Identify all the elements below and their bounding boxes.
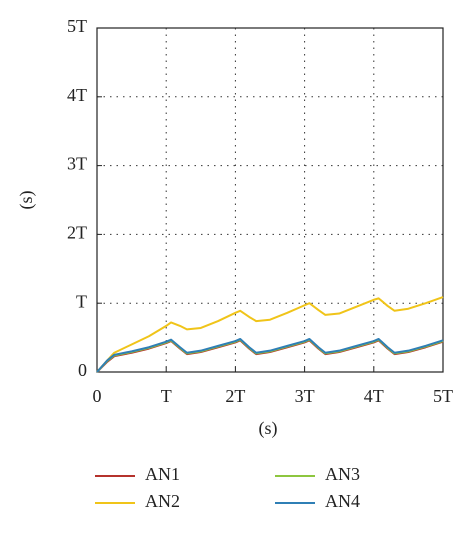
x-axis-label: (s): [259, 418, 278, 439]
series-line: [96, 337, 444, 373]
legend-label: AN2: [145, 491, 180, 511]
x-tick-label: 2T: [225, 386, 245, 406]
y-tick-label: 3T: [67, 154, 87, 174]
series-line: [96, 296, 444, 373]
y-tick-label: 2T: [67, 223, 87, 243]
x-tick-label: 5T: [433, 386, 453, 406]
x-tick-label: T: [161, 386, 172, 406]
y-tick-label: T: [76, 291, 87, 311]
legend-label: AN4: [325, 491, 360, 511]
legend-label: AN1: [145, 464, 180, 484]
y-tick-label: 0: [78, 360, 87, 380]
x-tick-label: 0: [93, 386, 102, 406]
legend-label: AN3: [325, 464, 360, 484]
y-tick-label: 4T: [67, 85, 87, 105]
series-line: [96, 338, 444, 373]
series-line: [96, 339, 444, 373]
x-tick-label: 4T: [364, 386, 384, 406]
y-axis-label: (s): [16, 191, 37, 210]
y-tick-label: 5T: [67, 16, 87, 36]
x-tick-label: 3T: [295, 386, 315, 406]
plot-frame: [96, 27, 444, 373]
